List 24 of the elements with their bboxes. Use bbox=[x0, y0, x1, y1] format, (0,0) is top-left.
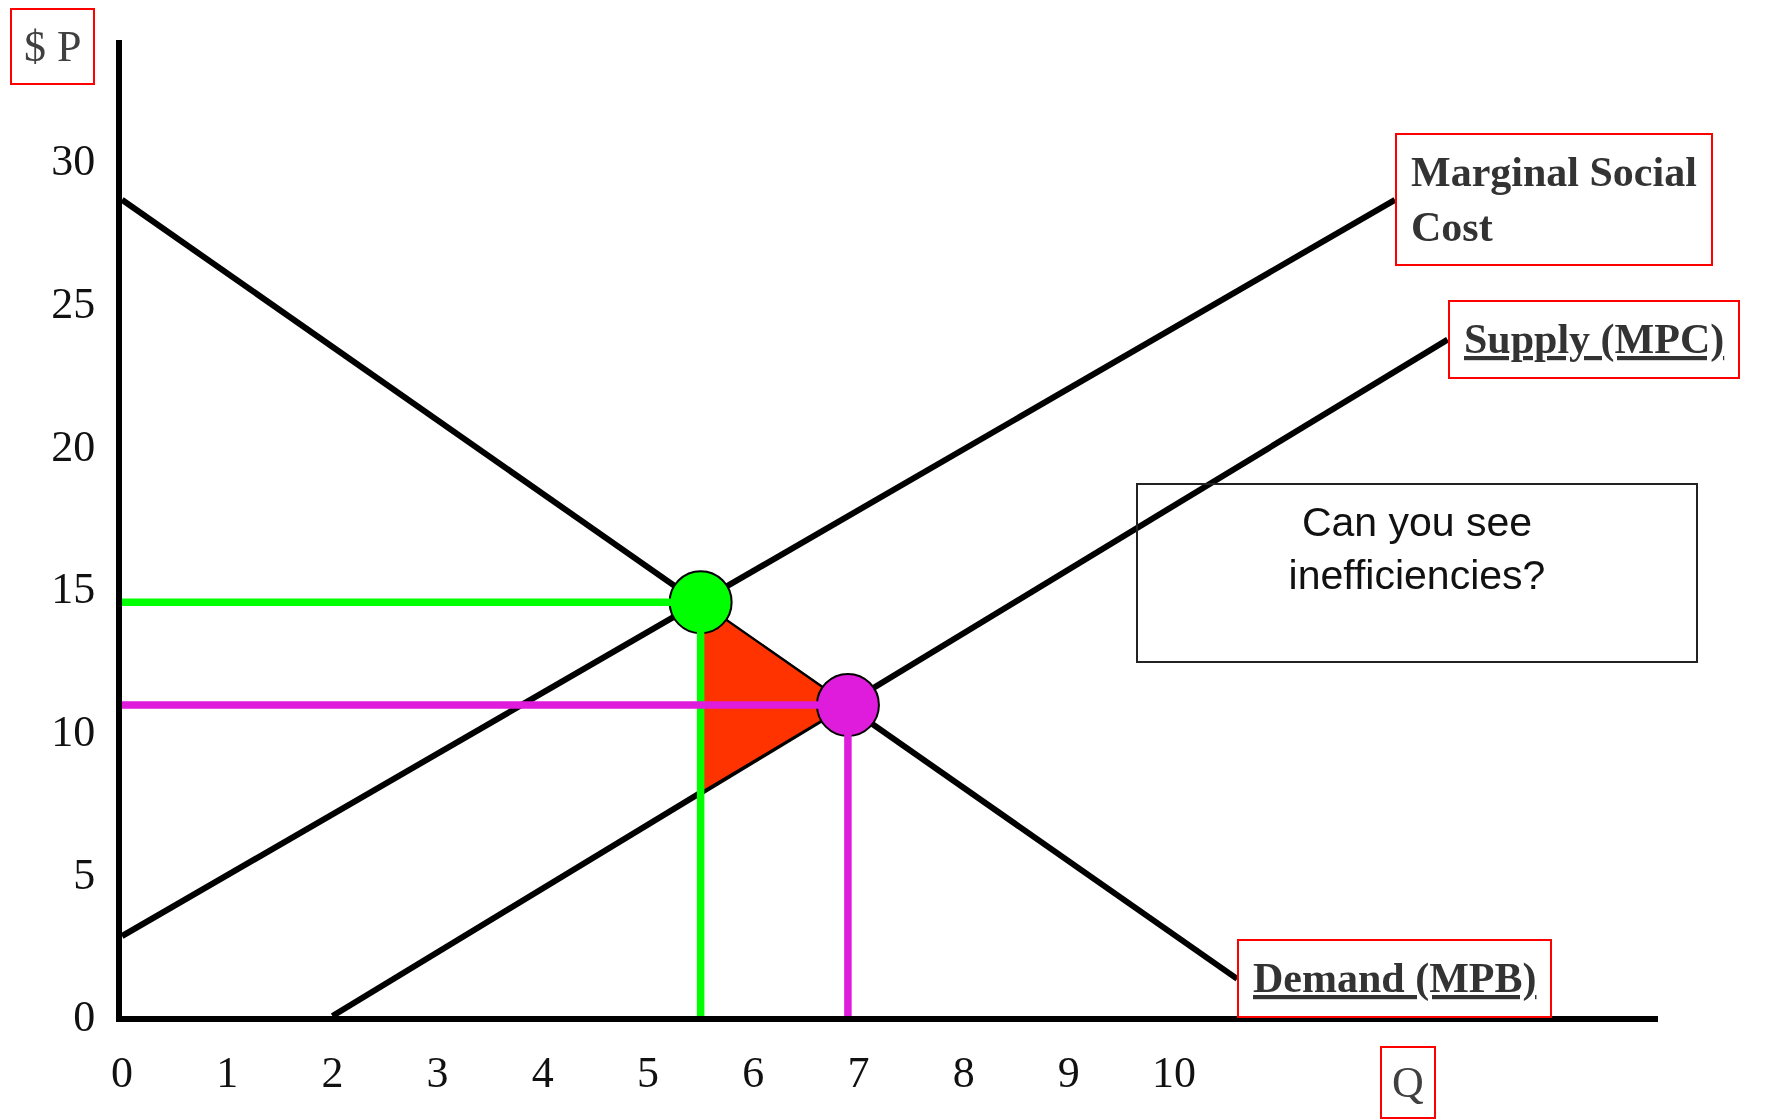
x-tick-label: 5 bbox=[637, 1047, 660, 1097]
y-tick-label: 10 bbox=[51, 707, 96, 757]
y-tick-label: 30 bbox=[51, 136, 96, 186]
y-tick-label: 25 bbox=[51, 278, 96, 328]
series-label: Demand (MPB) bbox=[1253, 955, 1537, 1002]
x-tick-label: 6 bbox=[742, 1047, 765, 1097]
x-axis-title: Q bbox=[1392, 1058, 1424, 1107]
x-tick-label: 4 bbox=[531, 1047, 554, 1097]
x-tick-label: 0 bbox=[111, 1047, 133, 1097]
y-tick-label: 20 bbox=[51, 421, 96, 471]
y-axis-title: $ P bbox=[24, 22, 82, 71]
x-tick-label: 9 bbox=[1057, 1047, 1080, 1097]
y-tick-label: 15 bbox=[51, 564, 96, 614]
x-tick-label: 1 bbox=[216, 1047, 239, 1097]
series-label: Marginal Social Cost bbox=[1411, 149, 1697, 250]
x-tick-label: 7 bbox=[847, 1047, 870, 1097]
x-tick-label: 2 bbox=[321, 1047, 344, 1097]
series-label: Supply (MPC) bbox=[1464, 316, 1725, 363]
y-tick-label: 5 bbox=[73, 849, 96, 899]
x-tick-label: 10 bbox=[1152, 1047, 1197, 1097]
annotation: Can you see inefficiencies? bbox=[1288, 499, 1546, 599]
x-tick-label: 8 bbox=[952, 1047, 975, 1097]
x-tick-label: 3 bbox=[426, 1047, 449, 1097]
y-tick-label: 0 bbox=[73, 992, 96, 1042]
